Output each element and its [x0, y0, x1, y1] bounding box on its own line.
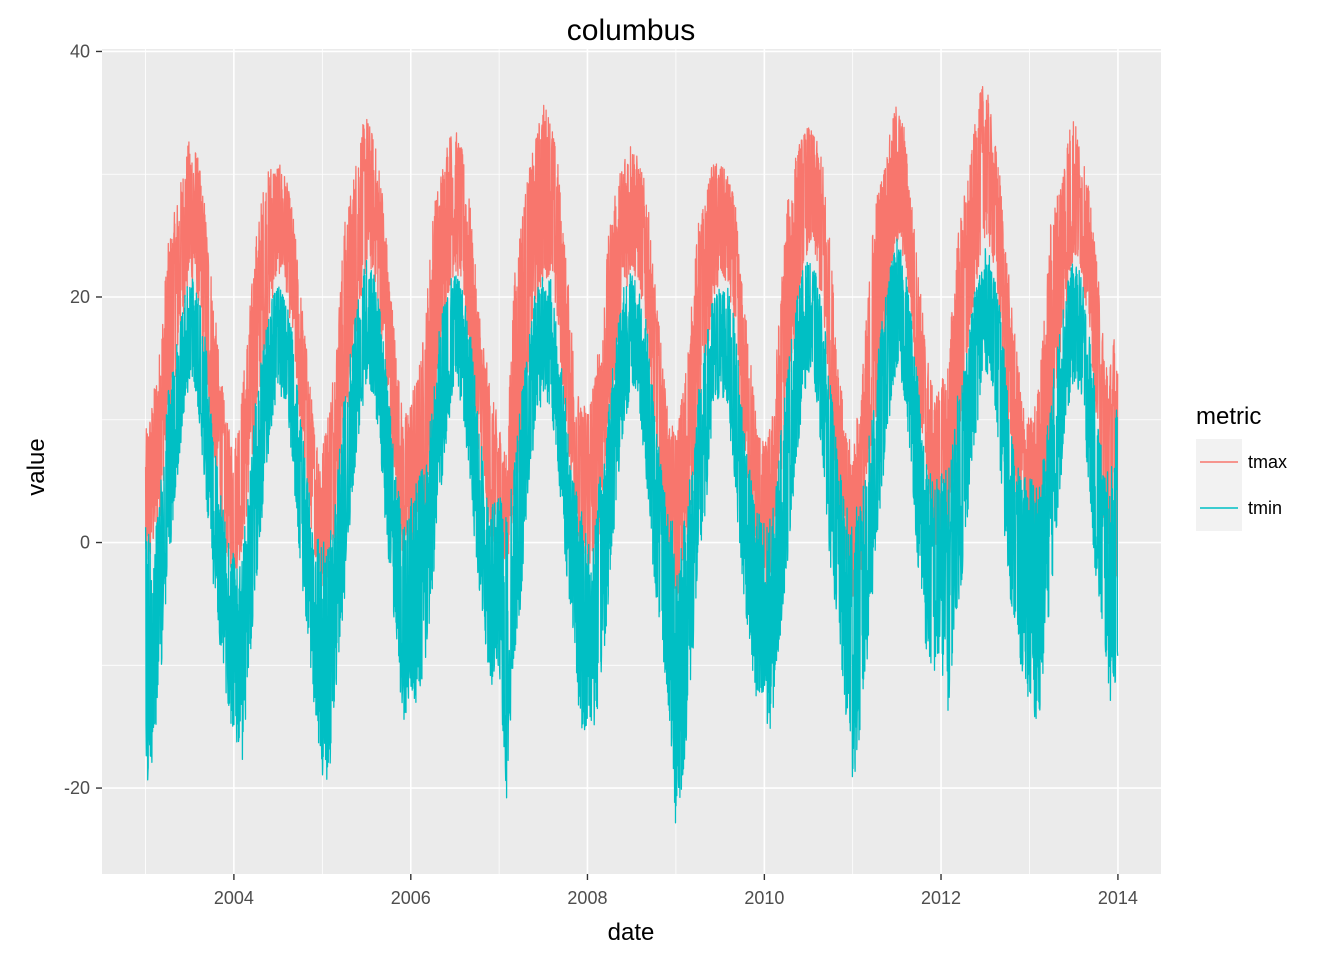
x-tick-label: 2012	[921, 888, 961, 908]
y-tick-label: 40	[70, 41, 90, 61]
legend-label-tmax: tmax	[1248, 452, 1287, 472]
y-tick-label: -20	[64, 778, 90, 798]
x-tick-label: 2006	[391, 888, 431, 908]
x-tick-label: 2010	[744, 888, 784, 908]
y-axis-title: value	[23, 438, 50, 495]
y-axis-ticks: -20 0 20 40	[64, 41, 102, 798]
x-tick-label: 2014	[1098, 888, 1138, 908]
x-tick-label: 2004	[214, 888, 254, 908]
x-tick-label: 2008	[567, 888, 607, 908]
legend-items: tmax tmin	[1196, 439, 1287, 531]
legend-title: metric	[1196, 403, 1261, 430]
y-tick-label: 0	[80, 533, 90, 553]
series-line-tmin	[144, 238, 1119, 824]
legend: metric tmax tmin	[1196, 403, 1287, 531]
series-layer	[144, 85, 1119, 824]
chart-title: columbus	[567, 14, 695, 47]
x-axis-title: date	[608, 919, 655, 946]
legend-label-tmin: tmin	[1248, 498, 1282, 518]
y-tick-label: 20	[70, 287, 90, 307]
x-axis-ticks: 2004 2006 2008 2010 2012 2014	[214, 874, 1138, 908]
